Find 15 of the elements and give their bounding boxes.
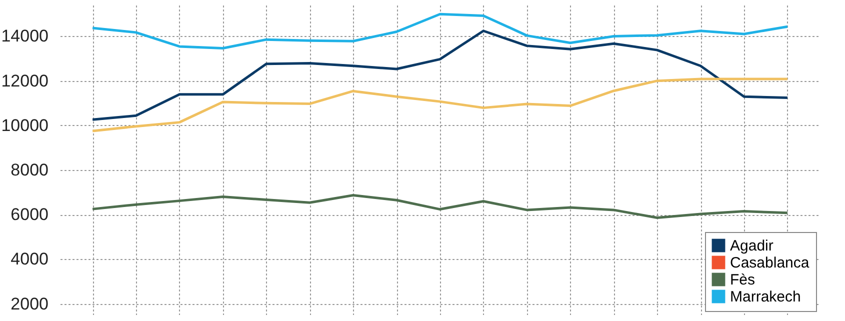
line-series: [91, 194, 789, 220]
line-series: [91, 78, 789, 132]
y-tick-label: 12000: [1, 71, 48, 90]
legend-label: Agadir: [730, 238, 774, 254]
y-tick-label: 14000: [1, 26, 48, 46]
y-tick-label: 8000: [10, 160, 48, 180]
legend-label: Casablanca: [730, 254, 810, 272]
line-series: [91, 30, 789, 121]
legend-label: Marrakech: [730, 288, 801, 306]
y-tick-label: 2000: [10, 294, 48, 314]
y-tick-label: 6000: [10, 205, 48, 224]
y-tick-label: 4000: [10, 250, 48, 269]
y-tick-label: 10000: [1, 116, 48, 135]
line-series: [91, 12, 789, 50]
legend-label: Fès: [730, 272, 756, 288]
